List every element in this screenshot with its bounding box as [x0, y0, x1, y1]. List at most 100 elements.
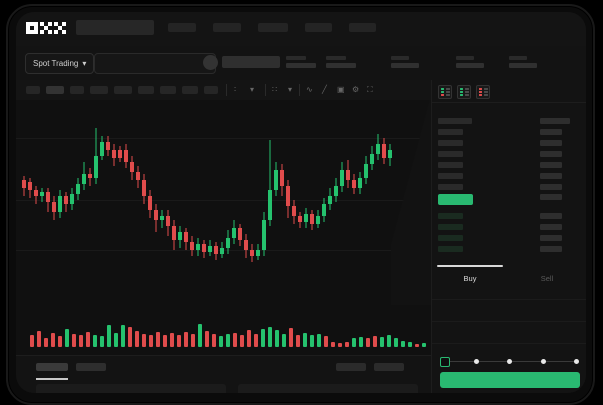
mode-tick: [479, 94, 482, 96]
order-total-field[interactable]: [432, 343, 586, 344]
slider-node[interactable]: [473, 358, 479, 364]
pair-select[interactable]: ▾: [94, 53, 216, 74]
slider-node[interactable]: [540, 358, 546, 364]
tool-btn-3[interactable]: [70, 86, 84, 94]
volume-bar: [170, 333, 174, 347]
timeframe-label-icon[interactable]: ∶: [234, 85, 237, 94]
search-input[interactable]: [76, 20, 154, 35]
volume-bar: [191, 334, 195, 347]
orderbook-ask-row[interactable]: [438, 140, 463, 146]
candlestick-chart[interactable]: [16, 100, 431, 305]
volume-bar: [373, 336, 377, 347]
slider-node[interactable]: [507, 358, 512, 364]
camera-icon[interactable]: ▣: [337, 85, 345, 94]
bottom-tab-order-history[interactable]: [76, 363, 106, 371]
timeframe-chevron-down-icon[interactable]: ▾: [250, 85, 255, 94]
tab-sell[interactable]: Sell: [540, 274, 554, 283]
orderbook-ask-row[interactable]: [438, 118, 472, 124]
volume-bar: [72, 334, 76, 347]
orderbook-bid-row[interactable]: [438, 235, 463, 241]
slider-node[interactable]: [574, 358, 579, 364]
tool-btn-6[interactable]: [138, 86, 154, 94]
order-book-size-cell: [540, 118, 570, 124]
orderbook-bid-row[interactable]: [438, 213, 463, 219]
nav-item-3[interactable]: [258, 23, 288, 32]
candle-body: [88, 174, 92, 178]
order-book-size-cell: [540, 173, 562, 179]
okx-logo-cell: [26, 30, 30, 34]
tool-btn-4[interactable]: [90, 86, 108, 94]
tool-btn-7[interactable]: [160, 86, 176, 94]
bottom-action-2[interactable]: [374, 363, 404, 371]
volume-bar: [128, 327, 132, 347]
place-buy-order-button[interactable]: [440, 372, 580, 388]
settings-gear-icon[interactable]: ⚙: [352, 85, 360, 94]
mode-bar: [464, 88, 469, 90]
order-book-divider: [432, 102, 586, 103]
orderbook-mode-bids-icon[interactable]: [457, 85, 471, 99]
orderbook-ask-row[interactable]: [438, 162, 463, 168]
bottom-tab-open-orders[interactable]: [36, 363, 68, 371]
okx-logo-cell: [34, 30, 38, 34]
volume-bar: [247, 330, 251, 347]
active-side-indicator: [437, 265, 503, 267]
candle-body: [202, 244, 206, 252]
stat-low: [456, 56, 484, 68]
bottom-card-left: [36, 384, 226, 393]
tab-buy[interactable]: Buy: [463, 274, 477, 283]
volume-bar: [310, 335, 314, 347]
tool-btn-9[interactable]: [204, 86, 218, 94]
eraser-icon[interactable]: ╱: [322, 85, 327, 94]
indicator-label-icon[interactable]: ∷: [272, 85, 278, 94]
nav-item-5[interactable]: [349, 23, 376, 32]
volume-bar: [107, 325, 111, 347]
orderbook-mode-both-icon[interactable]: [438, 85, 452, 99]
candle-body: [172, 226, 176, 240]
tool-btn-8[interactable]: [182, 86, 198, 94]
stat-value: [326, 63, 356, 68]
candle-body: [178, 232, 182, 240]
candle-body: [70, 194, 74, 204]
orderbook-ask-row[interactable]: [438, 184, 463, 190]
orderbook-ask-row[interactable]: [438, 151, 463, 157]
volume-bar: [226, 334, 230, 347]
orderbook-mode-asks-icon[interactable]: [476, 85, 490, 99]
mode-bar: [445, 94, 450, 96]
order-amount-field[interactable]: [432, 321, 586, 322]
nav-item-1[interactable]: [168, 23, 196, 32]
okx-logo-cell: [30, 22, 34, 26]
tool-btn-5[interactable]: [114, 86, 132, 94]
line-chart-icon[interactable]: ∿: [306, 85, 313, 94]
candle-body: [358, 178, 362, 188]
candle-body: [142, 180, 146, 196]
candle-body: [40, 192, 44, 196]
volume-bar: [303, 333, 307, 347]
nav-item-4[interactable]: [305, 23, 332, 32]
fullscreen-icon[interactable]: ⛶: [367, 85, 373, 94]
orderbook-ask-row[interactable]: [438, 129, 463, 135]
bottom-action-1[interactable]: [336, 363, 366, 371]
market-type-selector[interactable]: Spot Trading ▾: [25, 53, 95, 74]
okx-logo-cell: [40, 22, 44, 26]
candle-body: [364, 164, 368, 178]
candle-body: [268, 190, 272, 220]
okx-logo[interactable]: [26, 22, 66, 35]
orderbook-bid-row[interactable]: [438, 224, 463, 230]
order-price-field[interactable]: [432, 299, 586, 300]
volume-bar: [37, 331, 41, 347]
tool-btn-1[interactable]: [26, 86, 40, 94]
nav-item-2[interactable]: [213, 23, 241, 32]
slider-handle[interactable]: [440, 357, 450, 367]
candle-body: [136, 172, 140, 180]
orderbook-ask-row[interactable]: [438, 173, 463, 179]
tool-btn-2[interactable]: [46, 86, 64, 94]
volume-bar: [380, 337, 384, 347]
amount-percent-slider[interactable]: [440, 356, 580, 367]
orderbook-bid-row[interactable]: [438, 246, 463, 252]
volume-bar: [163, 335, 167, 347]
toolbar-divider: [226, 84, 227, 96]
okx-logo-cell: [34, 22, 38, 26]
volume-bar: [212, 334, 216, 347]
indicator-chevron-down-icon[interactable]: ▾: [288, 85, 293, 94]
stat-high: [391, 56, 419, 68]
